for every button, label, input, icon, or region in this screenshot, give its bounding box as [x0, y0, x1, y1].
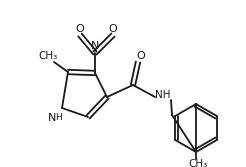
Text: CH₃: CH₃	[188, 159, 208, 167]
Text: N: N	[91, 41, 99, 51]
Text: O: O	[109, 24, 117, 34]
Text: H: H	[56, 114, 62, 123]
Text: O: O	[137, 51, 145, 61]
Text: N: N	[48, 113, 56, 123]
Text: NH: NH	[155, 90, 171, 100]
Text: O: O	[76, 24, 84, 34]
Text: CH₃: CH₃	[38, 51, 58, 61]
